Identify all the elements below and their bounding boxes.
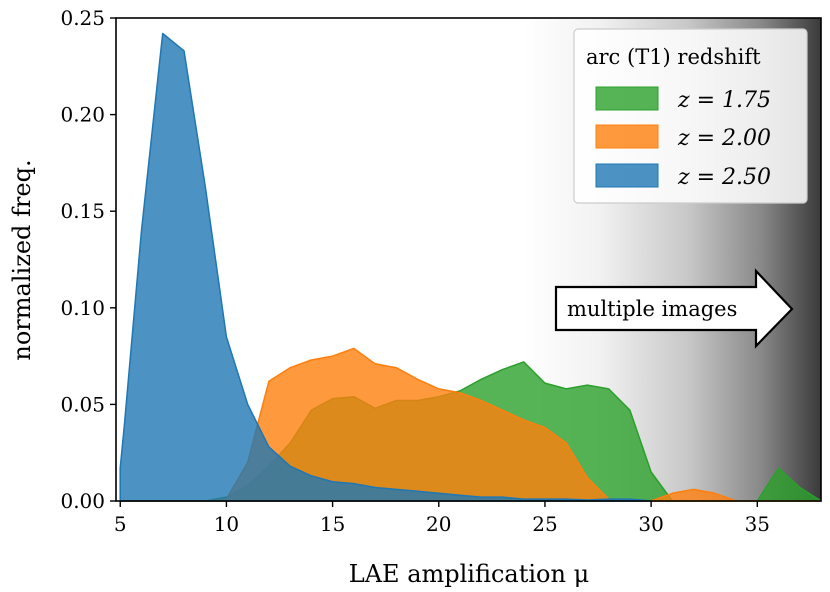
y-tick-label: 0.25: [60, 6, 105, 30]
legend-label-z175: z = 1.75: [677, 88, 771, 113]
legend-label-z250: z = 2.50: [677, 165, 771, 190]
y-tick-label: 0.15: [60, 199, 105, 223]
x-tick-label: 25: [532, 512, 557, 536]
legend-swatch-z200: [595, 124, 659, 149]
x-axis-label: LAE amplification μ: [349, 560, 589, 588]
legend: arc (T1) redshift z = 1.75 z = 2.00 z = …: [573, 28, 808, 204]
annotation-text: multiple images: [567, 297, 737, 321]
series-layer: [119, 32, 822, 502]
area-series-2: [119, 32, 652, 502]
x-tick-label: 30: [638, 512, 663, 536]
x-tick-label: 15: [320, 512, 345, 536]
multiple-images-annotation: multiple images: [554, 268, 794, 349]
y-axis-label: normalized freq.: [8, 159, 36, 360]
x-tick-label: 20: [426, 512, 451, 536]
y-tick-label: 0.00: [60, 489, 105, 513]
legend-swatch-z175: [595, 86, 659, 111]
legend-box: [573, 28, 808, 204]
x-tick-label: 35: [745, 512, 770, 536]
x-tick-label: 10: [214, 512, 239, 536]
plot-frame: [115, 17, 822, 502]
legend-label-z200: z = 2.00: [677, 126, 771, 151]
y-tick-label: 0.05: [60, 392, 105, 416]
y-tick-label: 0.10: [60, 296, 105, 320]
axis-ticks: 5 10 15 20 25 30 35 0.00 0.05 0.10 0.15 0.20 0.25: [60, 6, 770, 536]
right-arrow-icon: [554, 268, 794, 349]
legend-swatch-z250: [595, 163, 659, 188]
legend-title: arc (T1) redshift: [586, 45, 761, 69]
y-tick-label: 0.20: [60, 103, 105, 127]
x-tick-label: 5: [114, 512, 127, 536]
